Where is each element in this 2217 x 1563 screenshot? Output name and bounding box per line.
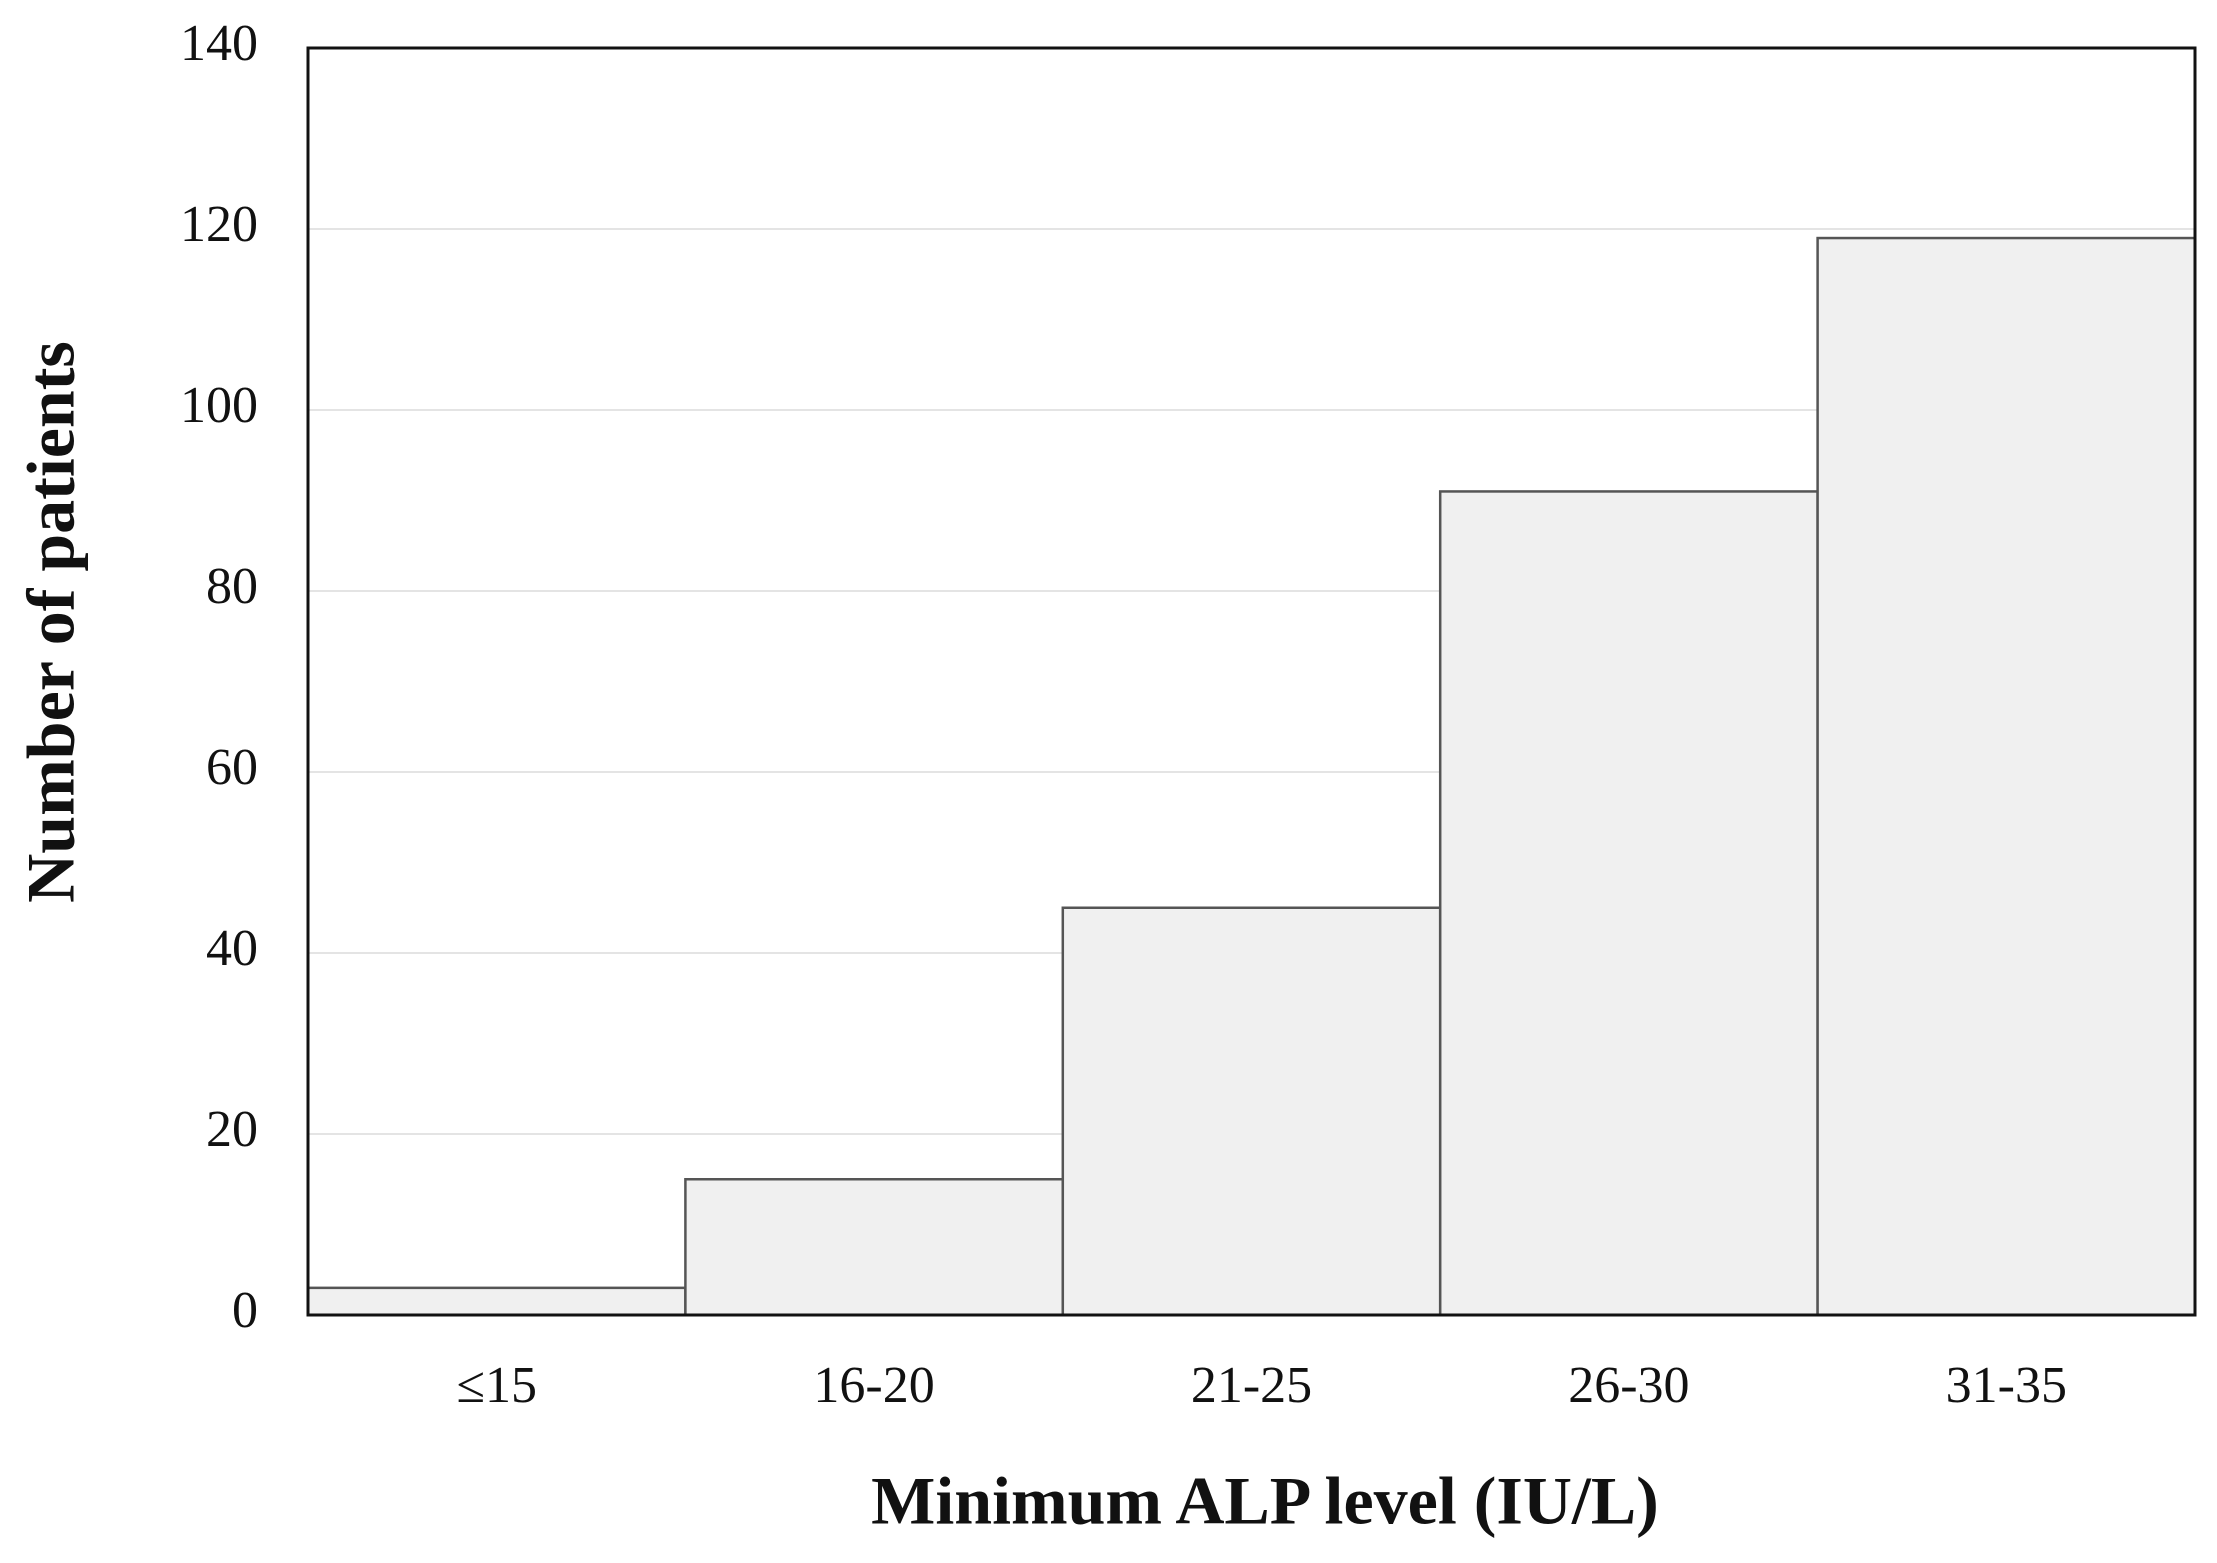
x-tick-label: ≤15 bbox=[456, 1357, 537, 1414]
x-tick-label: 16-20 bbox=[813, 1357, 934, 1414]
bar bbox=[1061, 906, 1442, 1317]
y-tick-label: 80 bbox=[206, 558, 258, 615]
y-tick-label: 100 bbox=[180, 377, 258, 434]
y-tick-label: 140 bbox=[180, 15, 258, 72]
y-tick-label: 0 bbox=[232, 1282, 258, 1339]
y-tick-label: 120 bbox=[180, 196, 258, 253]
bar bbox=[306, 1286, 687, 1317]
plot-frame bbox=[306, 46, 2197, 1317]
x-axis-title: Minimum ALP level (IU/L) bbox=[871, 1463, 1659, 1539]
y-tick-label: 20 bbox=[206, 1101, 258, 1158]
x-tick-label: 21-25 bbox=[1191, 1357, 1312, 1414]
y-axis-title: Number of patients bbox=[13, 341, 89, 903]
y-tick-label: 40 bbox=[206, 920, 258, 977]
y-tick-label: 60 bbox=[206, 739, 258, 796]
bar bbox=[684, 1178, 1065, 1317]
x-tick-label: 31-35 bbox=[1946, 1357, 2067, 1414]
bar bbox=[1816, 236, 2197, 1317]
bar bbox=[1438, 490, 1819, 1317]
x-tick-label: 26-30 bbox=[1568, 1357, 1689, 1414]
